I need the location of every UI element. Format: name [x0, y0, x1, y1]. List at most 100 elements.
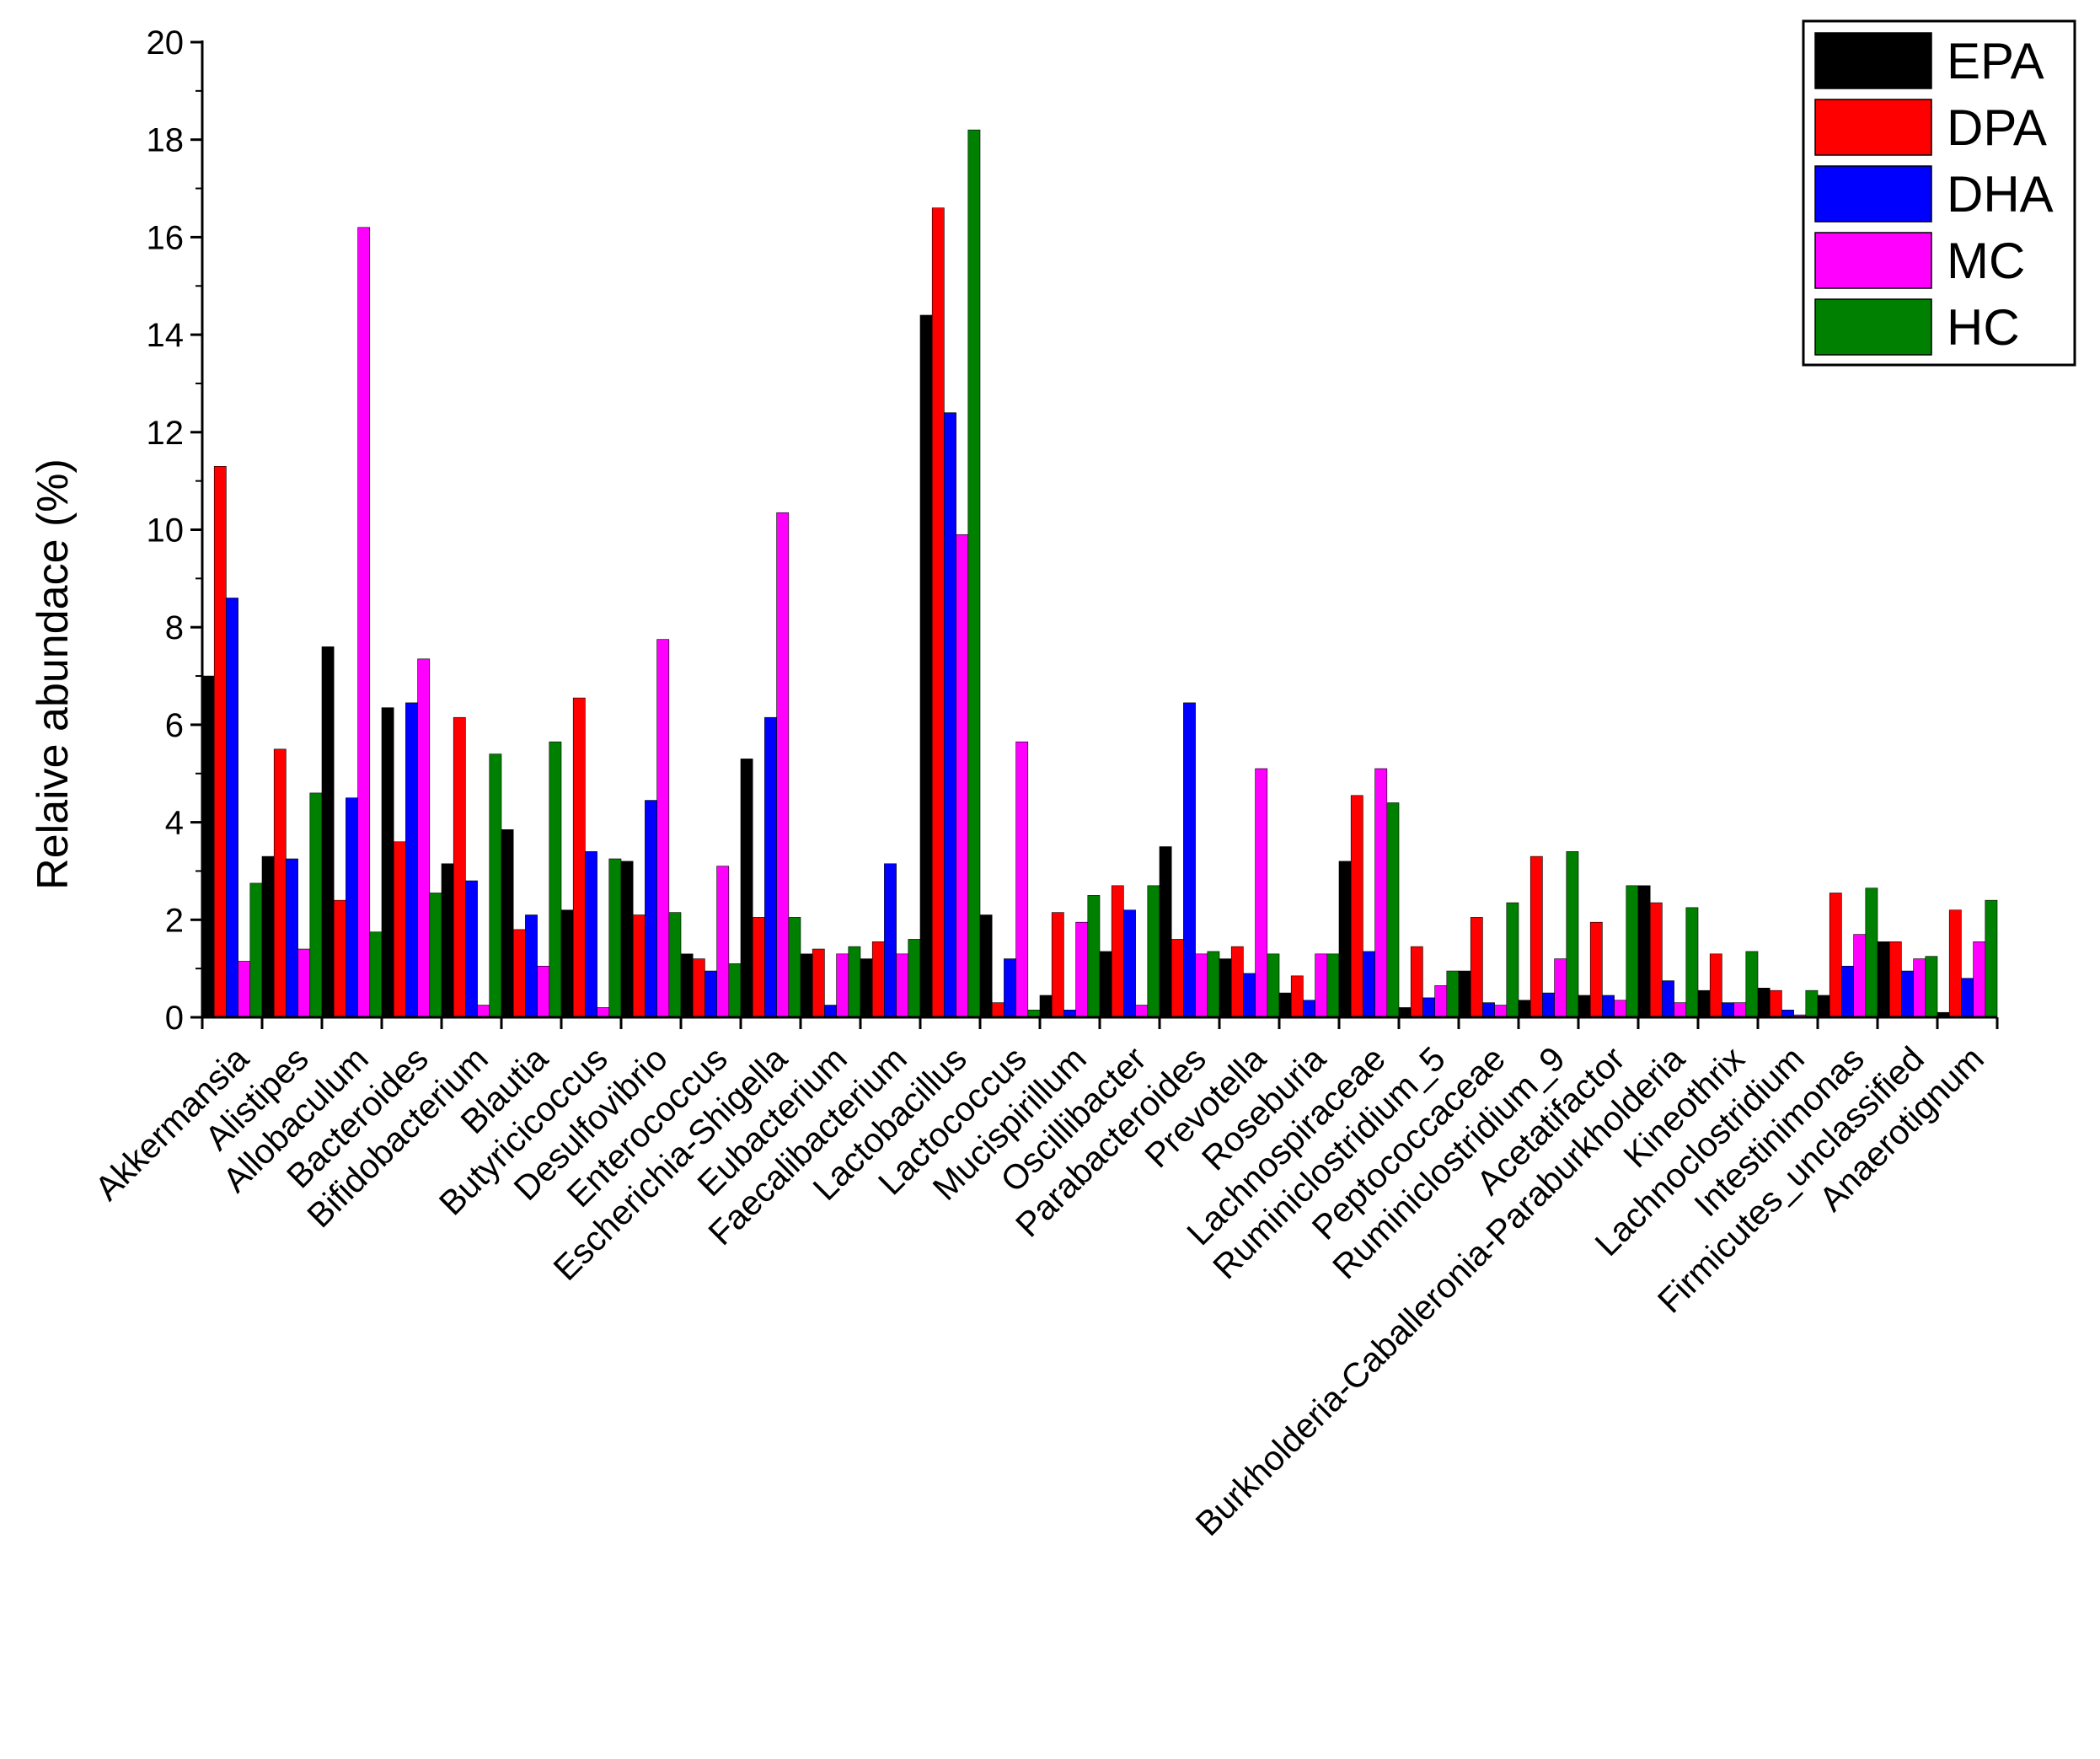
legend-swatch-hc [1814, 298, 1932, 356]
bar-hc-blautia [549, 741, 562, 1018]
bar-hc-lachnoclostridium [1805, 989, 1819, 1018]
bar-mc-desulfovibrio [656, 639, 670, 1018]
bar-dpa-firmicutes_unclassified [1888, 941, 1902, 1018]
bar-hc-parabacteroides [1207, 951, 1220, 1018]
bar-dpa-kineothrix [1709, 953, 1722, 1018]
bar-hc-desulfovibrio [668, 912, 682, 1018]
bar-mc-alistipes [297, 948, 311, 1018]
bar-dha-parabacteroides [1183, 702, 1196, 1018]
y-tick-label: 12 [147, 415, 185, 452]
bar-dpa-mucispirillum [1051, 912, 1064, 1018]
bar-dpa-acetatifactor [1589, 921, 1603, 1018]
bar-hc-mucispirillum [1087, 895, 1101, 1018]
bar-epa-faecalibacterium [860, 958, 873, 1018]
bar-dha-bifidobacterium [465, 880, 478, 1018]
bar-dpa-lactobacillus [931, 207, 945, 1018]
bar-epa-escherichia-shigella [740, 759, 753, 1018]
bar-mc-allobaculum [357, 227, 371, 1018]
bar-dha-escherichia-shigella [764, 716, 777, 1018]
bar-mc-roseburia [1315, 953, 1328, 1018]
bars-layer [201, 129, 1998, 1018]
bar-hc-alistipes [309, 792, 323, 1018]
bar-hc-ruminiclostridium_9 [1566, 851, 1579, 1018]
bar-hc-peptococcaceae [1506, 902, 1519, 1018]
bar-dha-ruminiclostridium_5 [1422, 997, 1435, 1018]
bar-hc-lachnospiraceae [1386, 802, 1400, 1018]
bar-epa-butyricicoccus [560, 909, 574, 1018]
bar-mc-lactococcus [1015, 741, 1029, 1018]
bar-epa-mucispirillum [1039, 995, 1053, 1018]
legend-label-mc: MC [1947, 233, 2025, 289]
bar-hc-eubacterium [848, 946, 861, 1018]
bar-mc-oscillibacter [1135, 1005, 1149, 1018]
y-tick-label: 10 [147, 512, 185, 550]
bar-dha-lachnospiraceae [1363, 951, 1375, 1018]
y-tick-label: 8 [165, 609, 184, 646]
bar-dpa-peptococcaceae [1470, 917, 1483, 1018]
bar-dpa-lachnoclostridium [1769, 989, 1782, 1018]
bar-dpa-anaerotignum [1948, 909, 1962, 1018]
bar-epa-burkholderia-caballeronia-paraburkholderia [1637, 885, 1651, 1018]
bar-dpa-akkermansia [213, 465, 227, 1018]
bar-dpa-eubacterium [812, 948, 825, 1018]
bar-epa-oscillibacter [1099, 951, 1112, 1018]
bar-hc-enterococcus [728, 963, 742, 1018]
bar-mc-escherichia-shigella [776, 512, 790, 1018]
bar-dha-eubacterium [824, 1005, 837, 1018]
bar-mc-burkholderia-caballeronia-paraburkholderia [1674, 1002, 1687, 1018]
bar-epa-prevotella [1219, 958, 1232, 1018]
bar-mc-bacteroides [417, 658, 431, 1018]
bar-hc-akkermansia [249, 882, 263, 1018]
bar-epa-enterococcus [680, 953, 694, 1018]
bar-mc-blautia [537, 965, 550, 1018]
bar-dha-allobaculum [346, 797, 358, 1018]
bar-dha-lactococcus [1004, 958, 1016, 1018]
axes-layer: 02468101214161820AkkermansiaAlistipesAll… [88, 24, 1999, 1543]
y-tick-label: 0 [165, 1000, 184, 1037]
bar-hc-butyricicoccus [608, 858, 622, 1018]
bar-dha-ruminiclostridium_9 [1542, 992, 1555, 1018]
bar-dpa-parabacteroides [1171, 939, 1184, 1018]
bar-hc-kineothrix [1745, 951, 1759, 1018]
bar-epa-intestinimonas [1817, 995, 1830, 1018]
bar-dpa-oscillibacter [1111, 885, 1124, 1018]
bar-dpa-enterococcus [692, 958, 705, 1018]
bar-mc-lactobacillus [956, 534, 969, 1018]
bar-mc-prevotella [1255, 768, 1268, 1018]
bar-dha-akkermansia [226, 598, 238, 1018]
bar-dha-enterococcus [704, 970, 717, 1018]
bar-mc-eubacterium [836, 953, 849, 1018]
y-tick-label: 14 [147, 317, 185, 354]
bar-hc-oscillibacter [1147, 885, 1160, 1018]
bar-dpa-lachnospiraceae [1350, 795, 1363, 1018]
legend-swatch-epa [1814, 32, 1932, 89]
bar-epa-lactobacillus [919, 314, 933, 1018]
y-tick-label: 18 [147, 122, 185, 159]
bar-dpa-intestinimonas [1829, 893, 1842, 1018]
bar-dpa-bacteroides [393, 841, 406, 1018]
bar-dpa-escherichia-shigella [752, 917, 765, 1018]
bar-hc-bacteroides [429, 893, 442, 1018]
bar-mc-peptococcaceae [1494, 1005, 1508, 1018]
bar-dpa-blautia [512, 929, 526, 1018]
bar-dpa-prevotella [1230, 946, 1244, 1018]
bar-dpa-allobaculum [333, 899, 346, 1018]
bar-dha-blautia [525, 914, 538, 1018]
bar-mc-enterococcus [716, 866, 730, 1018]
bar-dpa-lactococcus [991, 1002, 1004, 1018]
y-axis-label: Relaive abundace (%) [29, 459, 78, 890]
bar-mc-intestinimonas [1853, 934, 1867, 1018]
bar-hc-lactobacillus [967, 129, 981, 1018]
bar-dha-peptococcaceae [1482, 1002, 1495, 1018]
bar-mc-butyricicoccus [597, 1007, 610, 1018]
bar-mc-anaerotignum [1973, 941, 1986, 1018]
bar-dha-acetatifactor [1602, 995, 1615, 1018]
bar-epa-bifidobacterium [441, 863, 454, 1018]
bar-hc-escherichia-shigella [788, 917, 801, 1018]
bar-epa-firmicutes_unclassified [1877, 941, 1890, 1018]
bar-epa-ruminiclostridium_9 [1518, 1000, 1531, 1018]
bar-epa-desulfovibrio [620, 861, 634, 1018]
legend: EPA DPA DHA MC HC [1802, 19, 2076, 367]
bar-hc-ruminiclostridium_5 [1446, 970, 1460, 1018]
